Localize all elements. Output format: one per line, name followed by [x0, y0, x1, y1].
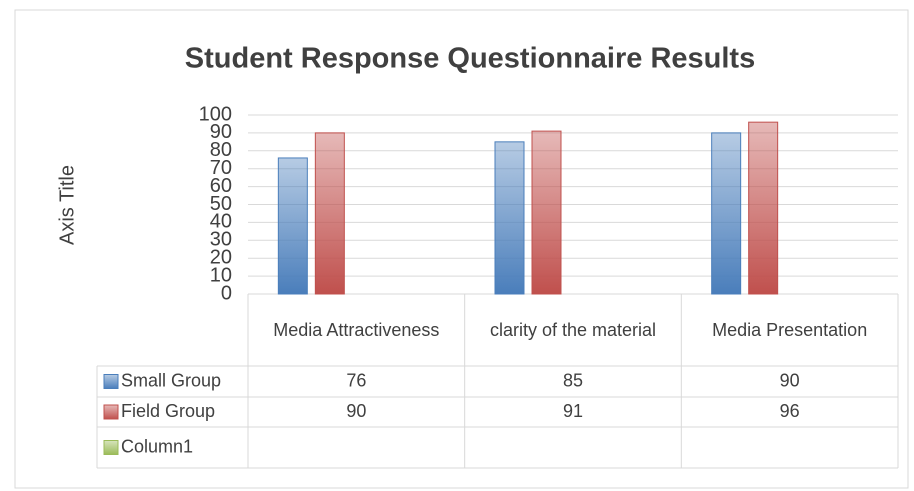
- bar: [494, 141, 525, 295]
- y-tick-label: 20: [210, 246, 232, 268]
- category-cell: Media Presentation: [712, 319, 868, 340]
- y-tick-label: 60: [210, 175, 232, 197]
- table-value: 91: [563, 401, 583, 421]
- legend-key: [103, 440, 119, 455]
- y-tick-label: 40: [210, 211, 232, 233]
- bar: [711, 132, 742, 295]
- y-tick-label: 30: [210, 229, 232, 251]
- y-axis-title: Axis Title: [56, 165, 78, 245]
- category-cell: clarity of the material: [489, 319, 657, 340]
- x-tick-label: Media Attractiveness: [273, 319, 440, 340]
- y-tick-label: 100: [199, 103, 232, 125]
- x-tick-label: Media Presentation: [712, 319, 868, 340]
- legend-key: [103, 374, 119, 389]
- y-tick-label: 0: [221, 282, 232, 304]
- bar: [277, 157, 308, 295]
- category-cell: Media Attractiveness: [273, 319, 440, 340]
- legend-label: Field Group: [121, 401, 215, 421]
- table-value: 76: [346, 370, 366, 390]
- y-tick-label: 90: [210, 121, 232, 143]
- y-tick-label: 10: [210, 264, 232, 286]
- y-tick-label: 70: [210, 157, 232, 179]
- y-tick-label: 80: [210, 139, 232, 161]
- y-tick-label: 50: [210, 193, 232, 215]
- table-value: 90: [346, 401, 366, 421]
- x-tick-label: clarity of the material: [489, 319, 657, 340]
- legend-label: Column1: [121, 436, 193, 456]
- bar: [531, 130, 562, 295]
- table-value: 85: [563, 370, 583, 390]
- bar: [314, 132, 345, 295]
- legend-label: Small Group: [121, 370, 221, 390]
- legend-key: [103, 404, 119, 420]
- chart-title: Student Response Questionnaire Results: [185, 43, 755, 75]
- bar: [748, 121, 779, 295]
- table-value: 96: [780, 401, 800, 421]
- table-value: 90: [780, 370, 800, 390]
